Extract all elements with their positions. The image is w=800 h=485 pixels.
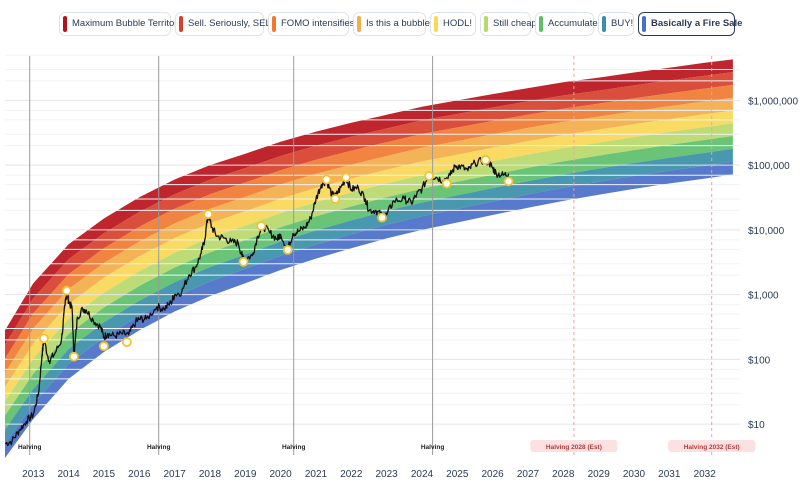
- rainbow-band-5: [5, 110, 733, 402]
- x-tick-14: 2026: [481, 469, 504, 480]
- halving-lines: Halving Halving Halving Halving Halving 2028…: [18, 56, 756, 455]
- x-tick-20: 2032: [694, 469, 717, 480]
- x-tick-2: 2014: [57, 469, 80, 480]
- halving-label-2: Halving: [147, 444, 171, 451]
- legend-swatch: [642, 16, 646, 32]
- highlight-point-2: [61, 285, 72, 296]
- x-tick-12: 2024: [411, 469, 434, 480]
- y-tick-3: $1,000: [748, 291, 779, 302]
- legend-item-2[interactable]: Sell. Seriously, SELL!: [175, 12, 279, 36]
- legend-item-4[interactable]: Is this a bubble?: [353, 12, 435, 36]
- highlight-point-6: [203, 209, 214, 220]
- legend: Maximum Bubble Territory Sell. Seriously,…: [0, 12, 800, 40]
- highlight-point-11: [330, 194, 341, 204]
- legend-swatch: [63, 16, 67, 32]
- rainbow-band-3: [5, 84, 733, 374]
- x-tick-8: 2020: [269, 469, 292, 480]
- x-tick-15: 2027: [517, 469, 540, 480]
- halving-label-bg: [668, 440, 756, 452]
- grid-lines: [5, 54, 740, 425]
- legend-label: Basically a Fire Sale: [651, 18, 743, 29]
- x-tick-11: 2023: [375, 469, 398, 480]
- highlight-point-12: [341, 172, 351, 183]
- halving-label-4: Halving: [421, 444, 445, 451]
- legend-swatch: [602, 16, 606, 32]
- halving-label-5: Halving 2028 (Est): [546, 444, 602, 451]
- legend-item-7[interactable]: Accumulate: [535, 12, 598, 36]
- highlight-point-14: [424, 171, 434, 181]
- highlight-point-4: [99, 341, 109, 352]
- legend-label: BUY!: [611, 18, 634, 29]
- legend-label: Is this a bubble?: [366, 18, 436, 29]
- legend-item-1[interactable]: Maximum Bubble Territory: [59, 12, 182, 36]
- x-tick-10: 2022: [340, 469, 363, 480]
- x-tick-7: 2019: [234, 469, 257, 480]
- y-tick-4: $10,000: [748, 226, 785, 237]
- highlight-point-10: [321, 174, 332, 185]
- highlight-point-5: [122, 337, 132, 348]
- legend-swatch: [179, 16, 183, 32]
- x-tick-13: 2025: [446, 469, 469, 480]
- halving-label-3: Halving: [282, 444, 306, 451]
- x-tick-9: 2021: [305, 469, 328, 480]
- legend-item-3[interactable]: FOMO intensifies: [268, 12, 354, 36]
- legend-swatch: [484, 16, 488, 32]
- rainbow-bands: [5, 59, 733, 458]
- x-tick-19: 2031: [658, 469, 681, 480]
- highlight-point-13: [377, 212, 387, 223]
- legend-item-8[interactable]: BUY!: [598, 12, 634, 36]
- highlight-point-16: [480, 155, 491, 165]
- legend-label: Still cheap: [493, 18, 537, 29]
- legend-swatch: [434, 16, 438, 32]
- y-axis: $10 $100 $1,000 $10,000 $100,000 $1,000,000: [748, 96, 798, 431]
- x-tick-18: 2030: [623, 469, 646, 480]
- legend-item-6[interactable]: Still cheap: [480, 12, 537, 36]
- x-tick-6: 2018: [199, 469, 222, 480]
- highlight-point-8: [256, 221, 267, 231]
- y-tick-1: $10: [748, 420, 765, 431]
- x-axis: 2013 2014 2015 2016 2017 2018 2019 2020 2021 2022…: [22, 469, 716, 480]
- rainbow-band-1: [5, 59, 733, 345]
- legend-item-5[interactable]: HODL!: [430, 12, 476, 36]
- legend-label: Maximum Bubble Territory: [72, 18, 183, 29]
- x-tick-5: 2017: [163, 469, 186, 480]
- legend-label: FOMO intensifies: [281, 18, 355, 29]
- x-tick-1: 2013: [22, 469, 45, 480]
- y-tick-5: $100,000: [748, 161, 790, 172]
- legend-swatch: [357, 16, 361, 32]
- rainbow-band-9: [5, 161, 733, 458]
- x-tick-4: 2016: [128, 469, 151, 480]
- highlight-point-7: [238, 256, 249, 267]
- halving-label-1: Halving: [18, 444, 42, 451]
- rainbow-band-8: [5, 148, 733, 444]
- highlight-point-9: [282, 244, 293, 255]
- legend-label: Accumulate: [548, 18, 598, 29]
- legend-swatch: [272, 16, 276, 32]
- x-tick-16: 2028: [552, 469, 575, 480]
- rainbow-band-6: [5, 123, 733, 416]
- highlight-point-17: [503, 176, 514, 187]
- legend-label: HODL!: [443, 18, 473, 29]
- rainbow-band-7: [5, 136, 733, 430]
- rainbow-band-4: [5, 97, 733, 388]
- legend-swatch: [539, 16, 543, 32]
- halving-label-6: Halving 2032 (Est): [684, 444, 740, 451]
- rainbow-band-2: [5, 72, 733, 359]
- legend-label: Sell. Seriously, SELL!: [188, 18, 279, 29]
- x-tick-3: 2015: [93, 469, 116, 480]
- halving-label-bg: [530, 440, 618, 452]
- x-tick-17: 2029: [588, 469, 611, 480]
- highlighted-points: [39, 155, 514, 362]
- y-tick-2: $100: [748, 355, 771, 366]
- legend-item-9[interactable]: Basically a Fire Sale: [638, 12, 742, 36]
- highlight-point-15: [441, 178, 452, 189]
- highlight-point-3: [69, 351, 79, 362]
- y-tick-6: $1,000,000: [748, 96, 798, 107]
- highlight-point-1: [39, 333, 49, 344]
